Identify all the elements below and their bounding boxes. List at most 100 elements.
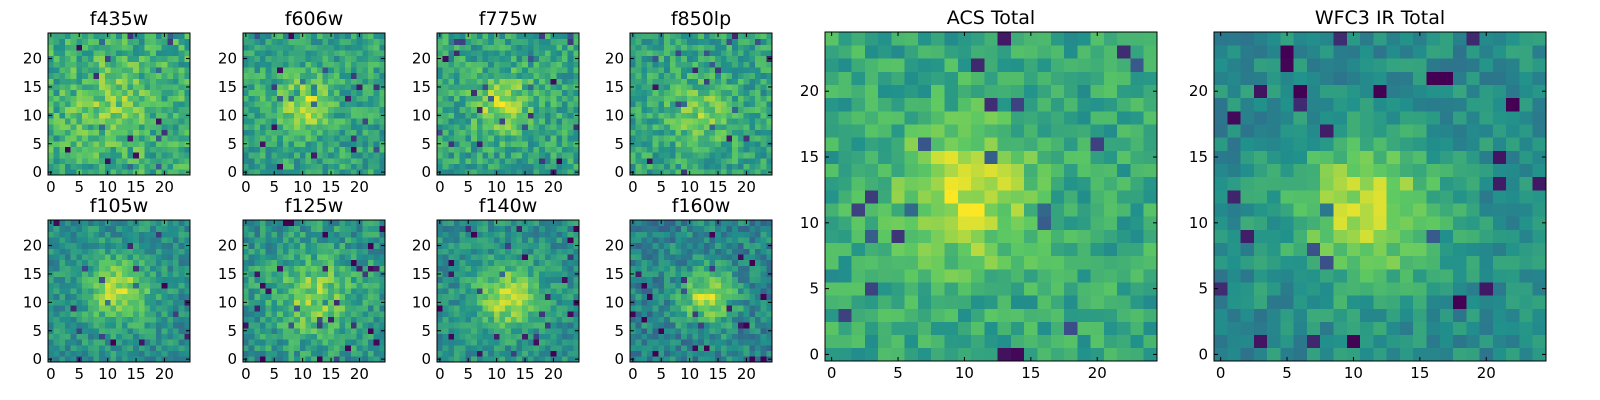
heatmap-cell — [732, 140, 739, 147]
heatmap-cell — [282, 55, 289, 62]
heatmap-cell — [345, 44, 352, 51]
heatmap-cell — [709, 163, 716, 170]
heatmap-cell — [539, 89, 546, 96]
heatmap-cell — [493, 50, 500, 57]
heatmap-cell — [93, 299, 100, 306]
heatmap-cell — [510, 95, 517, 102]
heatmap-cell — [681, 44, 688, 51]
heatmap-cell — [658, 350, 665, 357]
heatmap-cell — [703, 95, 710, 102]
heatmap-cell — [110, 344, 117, 352]
heatmap-cell — [505, 123, 512, 130]
heatmap-cell — [754, 276, 762, 283]
heatmap-cell — [373, 106, 380, 113]
heatmap-cell — [305, 299, 312, 306]
heatmap-cell — [692, 95, 699, 102]
heatmap-cell — [641, 146, 648, 153]
heatmap-cell — [516, 293, 523, 300]
heatmap-cell — [254, 72, 261, 79]
heatmap-cell — [476, 265, 483, 272]
heatmap-cell — [454, 271, 461, 278]
heatmap-cell — [254, 254, 261, 261]
heatmap-cell — [316, 299, 323, 306]
heatmap-cell — [367, 259, 375, 266]
x-tick-label: 0 — [628, 178, 638, 196]
heatmap-cell — [527, 225, 534, 232]
heatmap-cell — [133, 78, 140, 85]
heatmap-cell — [533, 299, 540, 306]
heatmap-cell — [161, 84, 168, 91]
heatmap-cell — [703, 157, 710, 165]
heatmap-cell — [573, 67, 580, 74]
heatmap-cell — [482, 163, 489, 170]
heatmap-cell — [692, 333, 699, 340]
heatmap-cell — [243, 237, 250, 244]
heatmap-cell — [248, 327, 255, 334]
heatmap-cell — [675, 305, 682, 312]
heatmap-cell — [265, 248, 272, 255]
heatmap-cell — [82, 55, 89, 62]
heatmap-cell — [488, 152, 495, 159]
heatmap-cell — [482, 276, 489, 283]
heatmap-cell — [709, 112, 716, 119]
heatmap-cell — [737, 72, 744, 79]
heatmap-cell — [573, 135, 580, 142]
x-tick-label: 5 — [656, 178, 666, 196]
heatmap-cell — [743, 310, 750, 317]
heatmap-cell — [533, 163, 540, 170]
heatmap-cell — [567, 265, 574, 272]
heatmap-cell — [184, 101, 191, 108]
heatmap-cell — [567, 344, 574, 352]
heatmap-cell — [248, 356, 255, 363]
heatmap-cell — [556, 67, 563, 74]
heatmap-cell — [99, 163, 106, 170]
heatmap-cell — [155, 231, 162, 238]
heatmap-cell — [167, 95, 174, 102]
heatmap-cell — [345, 129, 352, 136]
heatmap-cell — [99, 84, 106, 91]
heatmap-cell — [243, 38, 250, 45]
heatmap-cell — [328, 350, 335, 357]
heatmap-cell — [93, 152, 100, 159]
heatmap-cell — [715, 157, 722, 165]
heatmap-cell — [161, 310, 168, 317]
heatmap-cell — [265, 50, 272, 57]
heatmap-cell — [471, 254, 478, 261]
heatmap-cell — [476, 61, 483, 68]
heatmap-cell — [379, 254, 386, 261]
heatmap-cell — [539, 322, 546, 329]
heatmap-cell — [350, 242, 357, 249]
heatmap-cell — [305, 237, 312, 244]
heatmap-cell — [652, 157, 659, 165]
heatmap-cell — [635, 339, 642, 346]
heatmap-cell — [277, 356, 284, 363]
heatmap-cell — [294, 276, 301, 283]
heatmap-cell — [254, 282, 261, 289]
heatmap-cell — [692, 293, 699, 300]
heatmap-cell — [709, 78, 716, 85]
heatmap-cell — [448, 89, 455, 96]
heatmap-cell — [367, 72, 375, 79]
heatmap-cell — [544, 356, 551, 363]
heatmap-cell — [311, 95, 318, 102]
heatmap-cell — [76, 316, 83, 323]
heatmap-cell — [488, 61, 495, 68]
heatmap-cell — [658, 72, 665, 79]
y-tick-label: 10 — [412, 293, 431, 311]
heatmap-cell — [299, 225, 306, 232]
heatmap-cell — [715, 140, 722, 147]
heatmap-cell — [510, 50, 517, 57]
heatmap-cell — [93, 72, 100, 79]
heatmap-cell — [311, 350, 318, 357]
heatmap-cell — [133, 288, 140, 295]
heatmap-cell — [488, 220, 495, 227]
heatmap-cell — [635, 38, 642, 45]
heatmap-cell — [167, 67, 174, 74]
heatmap-cell — [110, 327, 117, 334]
heatmap-cell — [544, 310, 551, 317]
heatmap-cell — [522, 44, 529, 51]
heatmap-cell — [282, 310, 289, 317]
heatmap-cell — [709, 101, 716, 108]
heatmap-cell — [178, 288, 185, 295]
heatmap-cell — [87, 106, 94, 113]
